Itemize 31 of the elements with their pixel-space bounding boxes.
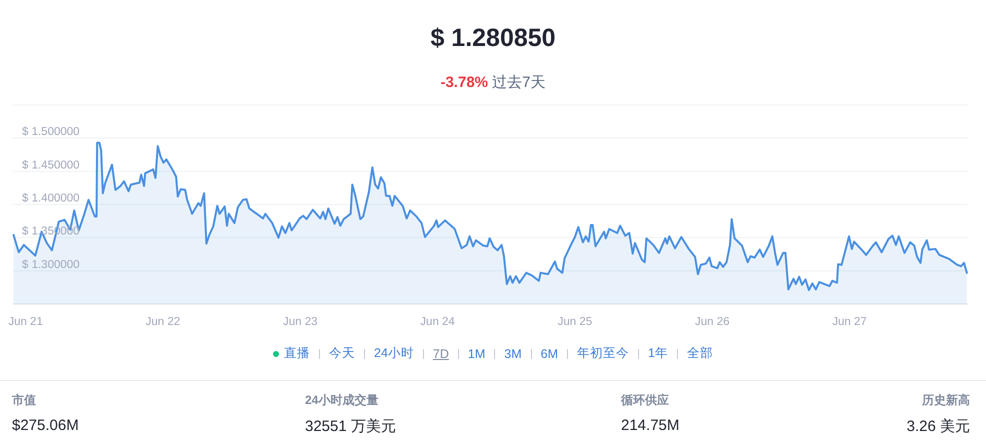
text: 全部 — [686, 345, 713, 362]
x-tick-label: Jun 22 — [146, 316, 180, 328]
x-tick-label: Jun 23 — [282, 316, 318, 328]
text: 7D — [432, 346, 449, 360]
y-tick-label: $ 1.300000 — [22, 258, 80, 271]
text: 3M — [504, 346, 522, 360]
chart-subtitle: -3.78% 过去7天 — [440, 74, 546, 91]
x-tick-label: Jun 26 — [694, 316, 730, 328]
x-tick-label: Jun 24 — [420, 316, 456, 328]
x-tick-label: Jun 27 — [832, 316, 867, 328]
text: 1年 — [648, 345, 668, 362]
text: 6M — [540, 346, 558, 360]
text: 年初至今 — [577, 345, 630, 362]
text: 32551 万美元 — [305, 417, 396, 436]
text: $275.06M — [12, 417, 79, 434]
text: 24小时成交量 — [305, 392, 378, 409]
text: 直播 — [283, 345, 310, 362]
text: 214.75M — [621, 417, 680, 434]
text: 3.26 美元 — [906, 417, 970, 436]
text: 24小时 — [374, 345, 414, 362]
x-tick-label: Jun 21 — [8, 316, 43, 328]
y-tick-label: $ 1.450000 — [22, 159, 80, 172]
y-tick-label: $ 1.400000 — [22, 192, 80, 204]
text: 循环供应 — [621, 392, 669, 409]
y-tick-label: $ 1.500000 — [22, 126, 80, 138]
text: 市值 — [12, 392, 36, 409]
x-tick-label: Jun 25 — [558, 316, 592, 328]
chart-title: $ 1.280850 — [429, 24, 557, 53]
text: 历史新高 — [922, 392, 970, 409]
text: 今天 — [329, 345, 356, 362]
text: 1M — [468, 346, 486, 360]
